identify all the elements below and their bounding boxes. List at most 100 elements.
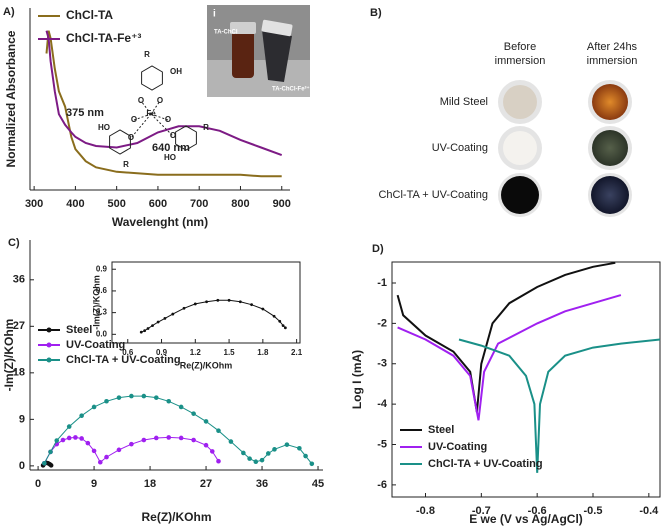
legend-label: ChCl-TA-Fe⁺³ (66, 31, 141, 45)
sample (592, 84, 628, 120)
y-tick-label: 0.9 (96, 264, 108, 273)
data-point (284, 442, 290, 447)
data-point (48, 463, 54, 468)
sample (503, 85, 537, 119)
x-tick-label: 2.1 (291, 348, 303, 357)
data-point (139, 330, 143, 334)
data-point (303, 453, 308, 459)
data-point (193, 302, 197, 306)
x-tick-label: 800 (231, 198, 249, 210)
column-header: immersion (587, 55, 638, 67)
column-header: immersion (495, 55, 546, 67)
data-point (91, 448, 97, 454)
y-tick-label: 0.0 (96, 329, 108, 338)
plot-frame (391, 261, 661, 498)
y-tick-label: -6 (377, 479, 387, 491)
y-tick-label: 36 (13, 274, 25, 286)
data-point (60, 437, 66, 443)
data-point (182, 306, 186, 310)
legend-label: UV-Coating (428, 441, 487, 453)
x-tick-label: 0.6 (122, 348, 134, 357)
y-tick-label: -2 (377, 317, 387, 329)
data-point (205, 300, 208, 304)
structure-label: R (123, 160, 129, 169)
coordination-bond (133, 113, 152, 121)
data-point (216, 458, 221, 464)
y-tick-label: -3 (377, 358, 387, 370)
legend-label: UV-Coating (66, 339, 125, 351)
vial (232, 30, 254, 78)
x-axis-label: Wavelenght (nm) (112, 215, 208, 229)
legend-marker (46, 327, 52, 333)
row-label: UV-Coating (432, 142, 488, 154)
data-point (163, 317, 167, 320)
x-tick-label: 36 (256, 478, 268, 490)
benzene-ring (109, 129, 131, 155)
y-tick-label: -1 (377, 277, 387, 289)
data-point (153, 395, 159, 400)
coordination-bond (130, 113, 152, 139)
x-tick-label: -0.8 (416, 505, 435, 517)
annotation: 640 nm (152, 142, 190, 154)
structure-label: O (128, 133, 134, 142)
data-point (281, 324, 285, 328)
y-axis-label: Log I (mA) (350, 350, 364, 409)
y-tick-label: 18 (13, 367, 25, 379)
x-tick-label: 900 (273, 198, 291, 210)
data-point (116, 395, 122, 400)
series-line (45, 30, 282, 178)
y-tick-label: 0.6 (96, 286, 108, 295)
data-point (104, 398, 109, 404)
legend-label: ChCl-TA + UV-Coating (66, 354, 181, 366)
data-point (129, 393, 134, 399)
row-label: ChCl-TA + UV-Coating (378, 189, 488, 201)
x-tick-label: 1.2 (190, 348, 202, 357)
y-tick-label: 9 (19, 413, 25, 425)
x-tick-label: 500 (107, 198, 125, 210)
data-point (166, 398, 172, 404)
x-tick-label: 45 (312, 478, 324, 490)
data-point (216, 428, 221, 434)
x-tick-label: 600 (149, 198, 167, 210)
data-point (297, 445, 302, 451)
x-tick-label: 18 (144, 478, 156, 490)
x-tick-label: 1.5 (224, 348, 236, 357)
plot-frame (111, 261, 301, 344)
x-tick-label: -0.5 (584, 505, 603, 517)
structure-label: R (144, 50, 150, 59)
data-point (73, 435, 78, 440)
coordination-bond (140, 100, 152, 115)
x-tick-label: 400 (66, 198, 84, 210)
data-point (97, 459, 103, 465)
data-point (171, 312, 175, 316)
sample (591, 176, 629, 214)
data-point (250, 303, 253, 307)
sample (592, 130, 628, 166)
series-line (45, 30, 283, 157)
y-axis-label: -Im(Z)/KOhm (91, 275, 101, 330)
data-point (259, 457, 265, 463)
data-point (238, 300, 242, 304)
legend-marker (46, 342, 52, 348)
structure-label: O (138, 96, 144, 105)
data-point (166, 435, 172, 440)
x-tick-label: -0.4 (639, 505, 659, 517)
data-point (191, 411, 196, 416)
data-point (146, 327, 150, 330)
data-point (261, 307, 265, 311)
data-point (209, 449, 215, 454)
vial-cap (230, 22, 256, 34)
x-tick-label: -0.7 (472, 505, 491, 517)
column-header: After 24hs (587, 41, 638, 53)
sample (503, 131, 537, 165)
data-point (104, 454, 109, 460)
data-point (116, 447, 122, 453)
vial-cap (261, 19, 293, 37)
data-point (42, 460, 47, 466)
data-point (79, 436, 84, 441)
structure-label: O (165, 115, 171, 124)
data-point (191, 437, 196, 443)
x-tick-label: 0.9 (156, 348, 168, 357)
structure-label: Fe (146, 109, 156, 118)
